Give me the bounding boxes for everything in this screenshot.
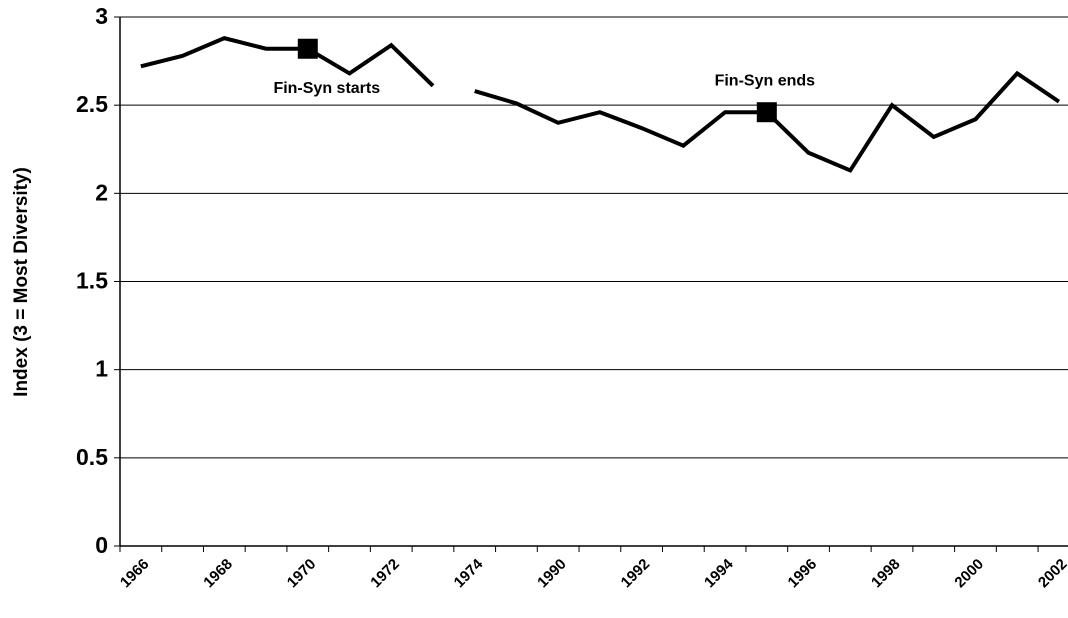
annotation: Fin-Syn starts (273, 80, 380, 97)
y-tick-label: 1 (95, 356, 108, 382)
y-tick-label: 0.5 (76, 444, 108, 470)
y-tick-label: 0 (95, 532, 108, 558)
annotation-marker (756, 102, 777, 123)
y-tick-label: 2.5 (76, 91, 108, 117)
x-tick-label: 1970 (284, 556, 320, 592)
annotation: Fin-Syn ends (715, 72, 816, 89)
y-tick-label: 1.5 (76, 268, 108, 294)
annotation-marker (297, 38, 318, 59)
x-tick-label: 1974 (451, 555, 487, 591)
y-tick-label: 3 (95, 3, 108, 29)
x-tick-label: 1998 (868, 556, 904, 592)
x-tick-label: 1996 (785, 556, 821, 592)
y-axis-title: Index (3 = Most Diversity) (11, 167, 32, 397)
x-tick-label: 1992 (618, 556, 654, 592)
x-tick-label: 2002 (1035, 556, 1068, 592)
x-tick-label: 1966 (117, 556, 153, 592)
line-series (140, 36, 435, 88)
x-tick-label: 1990 (534, 556, 570, 592)
y-tick-label: 2 (95, 179, 108, 205)
x-tick-label: 1968 (200, 556, 236, 592)
x-tick-label: 1972 (367, 556, 403, 592)
x-tick-label: 1994 (701, 555, 737, 591)
x-tick-label: 2000 (951, 556, 987, 592)
